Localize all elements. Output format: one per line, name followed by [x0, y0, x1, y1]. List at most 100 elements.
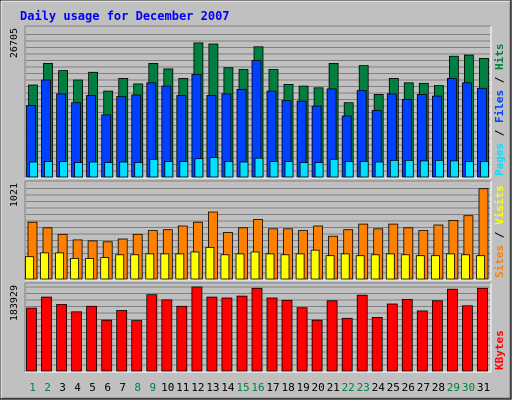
legend-entry: KBytes [493, 330, 506, 370]
bar-kbytes-day-10 [161, 299, 173, 372]
bar-visits-day-30 [460, 254, 470, 280]
bar-kbytes-day-20 [311, 319, 323, 372]
y-axis-max-label: 1021 [9, 183, 20, 207]
bar-pages-day-11 [179, 161, 189, 178]
bar-visits-day-4 [70, 258, 79, 280]
bar-kbytes-day-28 [431, 300, 443, 372]
legend-entry: / [493, 231, 506, 245]
x-tick-label-day-20: 20 [311, 381, 324, 394]
chart-title: Daily usage for December 2007 [20, 9, 230, 23]
legend: KBytes [493, 330, 506, 370]
x-tick-label-day-16: 16 [251, 381, 264, 394]
panel-visits-sites: 1021 Sites / Visits [9, 180, 506, 281]
legend: Pages / Files / Hits [493, 44, 506, 177]
bar-kbytes-day-6 [101, 319, 113, 372]
bar-pages-day-7 [119, 161, 129, 178]
legend-entry: Sites [493, 245, 506, 278]
bar-visits-day-6 [100, 257, 110, 280]
x-tick-label-day-6: 6 [104, 381, 111, 394]
x-tick-label-day-13: 13 [206, 381, 219, 394]
bar-visits-day-17 [265, 253, 275, 280]
legend-entry: Hits [493, 44, 506, 77]
bar-pages-day-17 [269, 161, 279, 178]
bar-pages-day-20 [314, 162, 324, 178]
bar-visits-day-16 [250, 251, 260, 280]
bar-pages-day-23 [359, 161, 369, 178]
bar-pages-day-8 [134, 162, 144, 178]
bar-visits-day-13 [205, 246, 215, 280]
bar-pages-day-31 [480, 161, 489, 178]
x-tick-label-day-28: 28 [432, 381, 445, 394]
legend-entry: / [493, 76, 506, 90]
bar-kbytes-day-14 [221, 297, 233, 372]
legend-entry: Visits [493, 185, 506, 231]
bar-pages-day-12 [194, 158, 204, 178]
bar-pages-day-3 [59, 161, 68, 178]
bar-visits-day-5 [85, 258, 94, 280]
x-tick-label-day-18: 18 [281, 381, 294, 394]
x-tick-label-day-29: 29 [447, 381, 460, 394]
bar-pages-day-19 [299, 162, 309, 178]
x-tick-label-day-5: 5 [89, 381, 96, 394]
x-tick-label-day-9: 9 [149, 381, 156, 394]
bar-kbytes-day-27 [416, 310, 428, 372]
bar-visits-day-26 [400, 254, 410, 280]
bar-pages-day-6 [104, 162, 114, 178]
bar-pages-day-29 [449, 160, 459, 178]
bar-kbytes-day-15 [236, 295, 248, 372]
bar-kbytes-day-18 [281, 299, 293, 372]
legend-entry: Files [493, 90, 506, 130]
x-tick-label-day-2: 2 [44, 381, 51, 394]
bar-visits-day-8 [130, 254, 140, 280]
bar-kbytes-day-22 [341, 317, 353, 372]
panel-kbytes: 183929 KBytes [9, 282, 506, 373]
bar-visits-day-24 [370, 254, 380, 280]
bar-pages-day-27 [419, 160, 429, 178]
bar-kbytes-day-7 [116, 310, 128, 372]
bar-visits-day-19 [295, 253, 305, 280]
bar-visits-day-10 [160, 253, 170, 280]
bar-pages-day-2 [44, 161, 53, 178]
bar-visits-day-3 [55, 252, 64, 280]
bar-pages-day-16 [254, 157, 264, 178]
bar-visits-day-12 [190, 251, 200, 280]
bar-visits-day-2 [40, 252, 49, 280]
bar-pages-day-1 [29, 161, 38, 178]
x-tick-label-day-30: 30 [462, 381, 475, 394]
bar-pages-day-30 [464, 161, 474, 178]
bar-pages-day-9 [149, 158, 159, 178]
legend: Sites / Visits [493, 185, 506, 278]
x-tick-label-day-11: 11 [176, 381, 189, 394]
bar-kbytes-day-3 [56, 304, 67, 372]
bar-visits-day-18 [280, 254, 290, 280]
bar-pages-day-14 [224, 161, 234, 178]
bar-kbytes-day-29 [446, 288, 458, 372]
x-tick-label-day-8: 8 [134, 381, 141, 394]
bar-visits-day-27 [415, 255, 425, 280]
bar-kbytes-day-16 [251, 287, 263, 372]
bar-kbytes-day-25 [386, 303, 398, 372]
bar-kbytes-day-30 [461, 305, 473, 372]
bar-kbytes-day-13 [206, 296, 218, 372]
bar-kbytes-day-21 [326, 300, 338, 372]
legend-entry: Pages [493, 143, 506, 176]
bar-visits-day-31 [476, 255, 485, 280]
bar-pages-day-5 [89, 161, 98, 178]
x-tick-label-day-22: 22 [342, 381, 355, 394]
bar-visits-day-20 [310, 249, 320, 280]
bar-visits-day-15 [235, 253, 245, 280]
bar-kbytes-day-8 [131, 320, 143, 372]
x-tick-label-day-26: 26 [402, 381, 415, 394]
x-tick-label-day-3: 3 [59, 381, 66, 394]
bar-kbytes-day-9 [146, 294, 158, 372]
bar-visits-day-29 [445, 253, 455, 280]
bar-pages-day-4 [74, 162, 83, 178]
bar-visits-day-28 [430, 255, 440, 280]
panel-hits-files-pages: 26705 Pages / Files / Hits [9, 25, 506, 179]
x-tick-label-day-14: 14 [221, 381, 235, 394]
x-tick-label-day-24: 24 [372, 381, 386, 394]
bar-kbytes-day-31 [477, 287, 488, 372]
bar-pages-day-18 [284, 161, 294, 178]
x-tick-label-day-12: 12 [191, 381, 204, 394]
